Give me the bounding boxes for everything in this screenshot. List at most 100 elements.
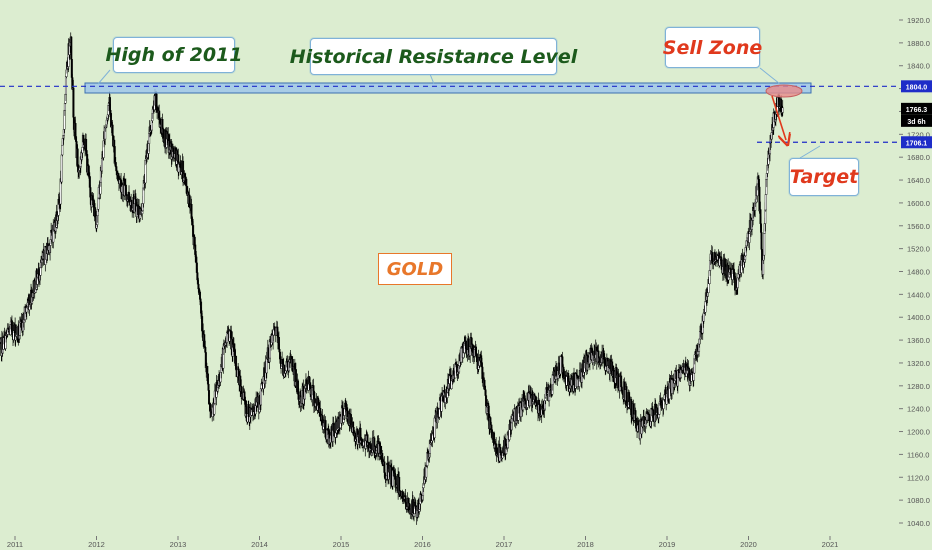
candle-body xyxy=(763,233,766,256)
candle-body xyxy=(195,256,198,264)
y-tick-label: 1520.0 xyxy=(907,245,930,254)
candle-body xyxy=(286,361,289,368)
candle-body xyxy=(692,372,695,381)
y-tick-label: 1160.0 xyxy=(907,450,929,459)
callout-pointer-resistance xyxy=(429,73,435,85)
candle-body xyxy=(413,513,416,517)
x-tick-label: 2015 xyxy=(333,540,350,549)
candle-body xyxy=(704,301,707,313)
x-axis: 2011 2012 2013 2014 2015 2016 2017 2018 2019 2020… xyxy=(7,536,838,549)
price-candles xyxy=(0,32,784,525)
candle-body xyxy=(60,154,63,183)
candle-body xyxy=(324,420,327,438)
candle-body xyxy=(63,103,66,111)
y-tick-label: 1400.0 xyxy=(907,313,930,322)
price-tags: 1804.0 1766.3 3d 6h 1706.1 xyxy=(901,80,932,149)
callout-pointer-target xyxy=(799,145,821,159)
candle-body xyxy=(551,374,554,385)
x-tick-label: 2017 xyxy=(496,540,513,549)
y-tick-label: 1360.0 xyxy=(907,336,930,345)
y-tick-label: 1880.0 xyxy=(907,39,930,48)
y-tick-label: 1240.0 xyxy=(907,405,930,414)
candle-body xyxy=(499,447,502,453)
price-tag-countdown-bg xyxy=(901,114,932,127)
y-tick-label: 1040.0 xyxy=(907,519,930,528)
price-tag-last-bg xyxy=(901,102,932,115)
candle-body xyxy=(559,356,562,375)
candle-body xyxy=(690,374,693,382)
callout-pointer-high xyxy=(97,69,111,85)
price-tag-resistance: 1804.0 xyxy=(906,84,928,91)
y-tick-label: 1200.0 xyxy=(907,428,930,437)
candle-body xyxy=(72,87,75,118)
y-tick-label: 1320.0 xyxy=(907,359,930,368)
candle-body xyxy=(450,380,453,389)
y-tick-label: 1560.0 xyxy=(907,222,930,231)
candle-body xyxy=(662,399,665,409)
x-tick-label: 2011 xyxy=(7,540,23,549)
y-tick-label: 1680.0 xyxy=(907,153,930,162)
candle-body xyxy=(128,192,131,202)
candle-body xyxy=(702,312,705,322)
x-tick-label: 2021 xyxy=(822,540,839,549)
candle-body xyxy=(10,320,13,332)
x-tick-label: 2018 xyxy=(577,540,594,549)
candle-body xyxy=(460,347,463,363)
y-tick-label: 1440.0 xyxy=(907,290,930,299)
callout-pointer-sell xyxy=(759,67,781,85)
y-tick-label: 1600.0 xyxy=(907,199,930,208)
candle-body xyxy=(671,378,674,394)
candle-body xyxy=(190,204,193,219)
label-sell-zone: Sell Zone xyxy=(663,27,762,68)
target-arrow xyxy=(771,95,786,140)
candle-body xyxy=(226,332,229,343)
y-tick-label: 1480.0 xyxy=(907,268,930,277)
candle-body xyxy=(64,76,67,95)
candle-body xyxy=(748,233,751,243)
candle-body xyxy=(657,414,660,419)
candle-body xyxy=(114,162,117,167)
price-tag-last: 1766.3 xyxy=(906,107,928,114)
sell-zone-ellipse xyxy=(765,84,803,98)
price-tag-target: 1706.1 xyxy=(906,140,928,147)
candle-body xyxy=(475,353,478,358)
label-historical-resistance: Historical Resistance Level xyxy=(290,38,577,75)
x-tick-label: 2016 xyxy=(414,540,431,549)
candle-body xyxy=(208,390,211,404)
label-gold: GOLD xyxy=(378,253,452,285)
price-tag-countdown: 3d 6h xyxy=(907,119,925,126)
label-high-2011: High of 2011 xyxy=(106,37,243,73)
x-tick-label: 2020 xyxy=(740,540,757,549)
candle-body xyxy=(1,349,4,354)
candle-body xyxy=(484,385,487,390)
candle-body xyxy=(111,124,114,136)
x-tick-label: 2012 xyxy=(88,540,105,549)
candle-body xyxy=(727,276,730,281)
candle-body xyxy=(25,307,28,313)
candle-body xyxy=(61,144,64,156)
y-tick-label: 1920.0 xyxy=(907,16,930,25)
y-tick-label: 1720.0 xyxy=(907,130,930,139)
candle-body xyxy=(97,197,100,210)
candle-body xyxy=(511,418,514,424)
x-tick-label: 2014 xyxy=(251,540,268,549)
x-tick-label: 2019 xyxy=(659,540,676,549)
label-target: Target xyxy=(789,158,859,196)
candle-body xyxy=(764,209,767,224)
x-tick-label: 2013 xyxy=(170,540,187,549)
candle-body xyxy=(362,441,365,447)
y-axis: 1920.01880.01840.01800.01760.01720.01680… xyxy=(899,16,930,528)
candle-body xyxy=(85,150,88,155)
price-tag-resistance-bg xyxy=(901,80,932,93)
y-tick-label: 1120.0 xyxy=(907,473,929,482)
candle-body xyxy=(781,107,784,113)
candle-body xyxy=(101,158,104,172)
candle-body xyxy=(764,194,767,211)
candle-body xyxy=(278,348,281,353)
y-tick-label: 1080.0 xyxy=(907,496,930,505)
candle-body xyxy=(204,346,207,353)
candle-body xyxy=(81,147,84,154)
candle-body xyxy=(39,267,42,276)
